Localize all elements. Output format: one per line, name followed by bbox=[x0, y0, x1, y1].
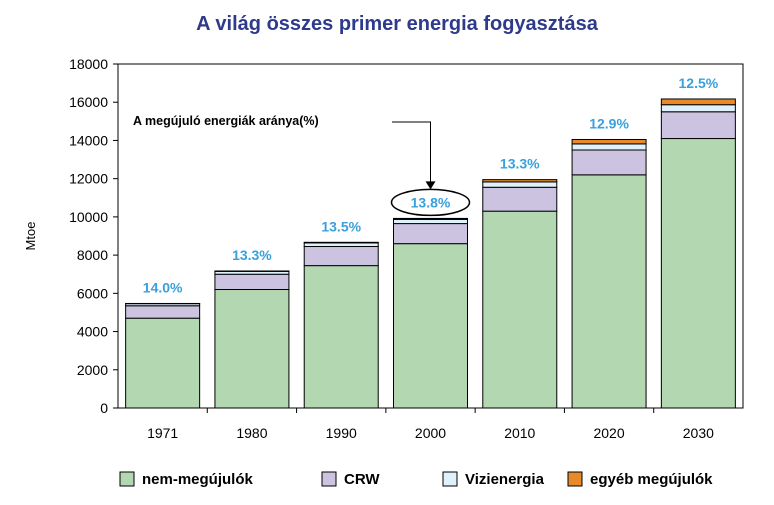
bar-segment-Vizienergia-2030 bbox=[660, 104, 736, 113]
bar-segment-nem-megújulók-2000 bbox=[393, 243, 468, 409]
x-tick-label: 1980 bbox=[236, 425, 267, 441]
x-tick-label: 2030 bbox=[683, 425, 714, 441]
bar-segment-Vizienergia-1990 bbox=[303, 242, 379, 248]
legend: nem-megújulók CRW Vizienergia egyéb megújul… bbox=[119, 471, 713, 488]
data-label-share: 13.3% bbox=[232, 247, 272, 263]
bar-segment-CRW-1971 bbox=[125, 305, 201, 319]
bar-segment-CRW-2010 bbox=[482, 186, 558, 212]
x-tick-label: 1990 bbox=[326, 425, 357, 441]
y-tick-label: 4000 bbox=[77, 324, 108, 340]
bar-segment-egyéb megújulók-2000 bbox=[393, 217, 468, 220]
bar-segment-egyéb megújulók-2010 bbox=[482, 179, 558, 183]
legend-label: CRW bbox=[344, 471, 380, 488]
bar-segment-CRW-2020 bbox=[571, 149, 647, 176]
bar-segment-Vizienergia-2000 bbox=[393, 218, 468, 225]
bar-segment-nem-megújulók-2010 bbox=[482, 210, 558, 409]
data-label-share: 13.8% bbox=[411, 194, 451, 210]
bar-segment-nem-megújulók-1990 bbox=[303, 265, 379, 409]
bar-segment-nem-megújulók-1980 bbox=[214, 289, 290, 409]
bar-segment-nem-megújulók-2030 bbox=[660, 138, 736, 409]
legend-swatch-egyéb megújulók bbox=[567, 471, 583, 487]
legend-label: nem-megújulók bbox=[142, 471, 254, 488]
y-tick-label: 18000 bbox=[69, 56, 108, 72]
y-tick-label: 6000 bbox=[77, 285, 108, 301]
y-tick-label: 0 bbox=[100, 400, 108, 416]
y-tick-label: 10000 bbox=[69, 209, 108, 225]
data-label-share: 13.5% bbox=[321, 218, 361, 234]
chart-title: A világ összes primer energia fogyasztás… bbox=[196, 13, 599, 35]
legend-label: Vizienergia bbox=[465, 471, 545, 488]
annotation-text: A megújuló energiák aránya(%) bbox=[133, 114, 319, 128]
y-axis-label: Mtoe bbox=[23, 222, 38, 251]
x-tick-label: 1971 bbox=[147, 425, 178, 441]
bar-segment-CRW-1990 bbox=[303, 246, 379, 267]
x-tick-label: 2000 bbox=[415, 425, 446, 441]
x-tick-label: 2010 bbox=[504, 425, 535, 441]
bar-segment-egyéb megújulók-2030 bbox=[660, 98, 736, 106]
annotation-arrow bbox=[392, 121, 431, 186]
legend-swatch-Vizienergia bbox=[442, 471, 458, 487]
bar-segment-CRW-2030 bbox=[660, 111, 736, 140]
x-tick-label: 2020 bbox=[593, 425, 624, 441]
bar-segment-egyéb megújulók-2020 bbox=[571, 138, 647, 145]
plot-area: 0 2000 4000 6000 8000 10000 12000 14000 16000 180… bbox=[23, 56, 744, 441]
y-tick-label: 12000 bbox=[69, 171, 108, 187]
bar-segment-Vizienergia-2010 bbox=[482, 181, 558, 188]
bar-segment-Vizienergia-2020 bbox=[571, 143, 647, 151]
data-label-share: 12.9% bbox=[589, 115, 629, 131]
data-label-share: 13.3% bbox=[500, 156, 540, 172]
y-tick-label: 2000 bbox=[77, 362, 108, 378]
data-label-share: 12.5% bbox=[679, 75, 719, 91]
legend-swatch-CRW bbox=[321, 471, 337, 487]
bar-segment-CRW-2000 bbox=[393, 223, 468, 245]
y-tick-label: 8000 bbox=[77, 247, 108, 263]
legend-label: egyéb megújulók bbox=[590, 471, 713, 488]
bar-segment-egyéb megújulók-1990 bbox=[303, 241, 379, 244]
y-tick-label: 16000 bbox=[69, 94, 108, 110]
bar-segment-CRW-1980 bbox=[214, 273, 290, 291]
bar-segment-nem-megújulók-1971 bbox=[125, 317, 201, 409]
y-tick-label: 14000 bbox=[69, 132, 108, 148]
annotation-arrowhead bbox=[425, 181, 436, 190]
data-label-share: 14.0% bbox=[143, 279, 183, 295]
bar-segment-nem-megújulók-2020 bbox=[571, 174, 647, 409]
legend-swatch-nem-megújulók bbox=[119, 471, 135, 487]
